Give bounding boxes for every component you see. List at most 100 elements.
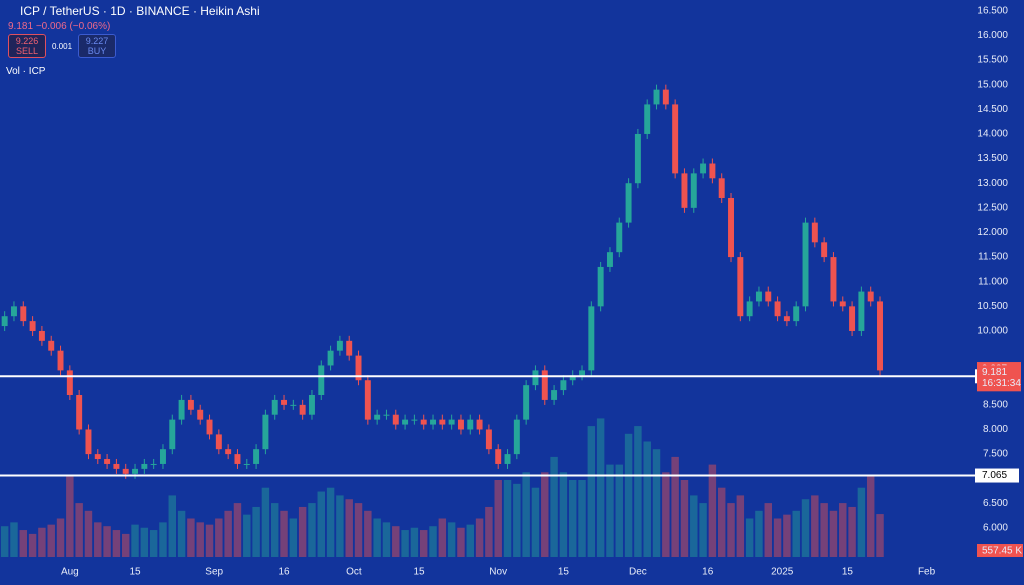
price-tag-bg <box>977 365 1021 392</box>
candle-body <box>262 414 269 450</box>
y-tick-label: 10.500 <box>977 301 1008 312</box>
candle-body <box>38 330 45 341</box>
candle-body <box>318 365 325 396</box>
buy-button[interactable]: 9.227 BUY <box>78 34 117 58</box>
price-line-label: 7.065 <box>982 470 1007 481</box>
volume-bar <box>643 441 651 557</box>
candle-body <box>159 449 166 464</box>
volume-bar <box>634 426 642 557</box>
volume-bar <box>699 503 707 557</box>
candle-body <box>802 222 809 307</box>
volume-bar <box>466 524 474 557</box>
volume-bar <box>662 472 670 557</box>
volume-bar <box>364 510 372 557</box>
candle-body <box>169 419 176 450</box>
candle-body <box>644 104 651 134</box>
candle-body <box>690 173 697 208</box>
volume-bar <box>717 487 726 557</box>
sell-label: SELL <box>15 46 39 56</box>
change: −0.006 (−0.06%) <box>35 21 111 32</box>
volume-bar <box>196 522 204 557</box>
trade-buttons: 9.226 SELL 0.001 9.227 BUY <box>8 34 260 58</box>
candle-body <box>839 301 846 307</box>
candle-body <box>327 350 334 366</box>
volume-bar <box>336 495 344 557</box>
sell-button[interactable]: 9.226 SELL <box>8 34 46 58</box>
candle-body <box>206 419 213 435</box>
sell-price: 9.226 <box>15 36 39 46</box>
candle-body <box>234 454 241 464</box>
volume-bar <box>121 533 130 557</box>
volume-bar <box>848 506 856 557</box>
volume-bar <box>708 464 717 557</box>
volume-bar <box>447 522 456 557</box>
volume-bar <box>485 506 493 557</box>
volume-bar <box>261 487 270 557</box>
candle-body <box>150 463 157 465</box>
candle-body <box>616 222 623 253</box>
candle-body <box>541 370 548 400</box>
volume-bar <box>224 510 232 557</box>
candle-body <box>281 399 288 405</box>
volume-bar <box>326 487 335 557</box>
price-tag: 9.181 <box>982 367 1007 378</box>
candle-body <box>467 419 474 430</box>
volume-bar <box>811 495 819 557</box>
volume-bar <box>19 530 28 557</box>
y-tick-label: 11.000 <box>978 276 1008 287</box>
x-tick-label: Dec <box>629 567 647 578</box>
volume-bar <box>773 518 782 557</box>
y-tick-label: 8.500 <box>983 399 1008 410</box>
price-axis <box>975 0 1024 585</box>
candle-body <box>672 104 679 174</box>
volume-bar <box>727 503 735 557</box>
candle-body <box>532 370 539 386</box>
header: ICP / TetherUS · 1D · BINANCE · Heikin A… <box>6 4 260 77</box>
volume-bar <box>56 518 65 557</box>
candle-body <box>10 306 17 317</box>
candle-body <box>457 419 464 430</box>
candle-body <box>113 463 120 469</box>
x-tick-label: Aug <box>61 567 79 578</box>
y-tick-label: 12.000 <box>977 227 1008 238</box>
y-tick-label: 16.000 <box>977 30 1008 41</box>
volume-bar <box>410 527 419 557</box>
candle-body <box>700 163 707 174</box>
candle-body <box>48 340 55 351</box>
candle-body <box>811 222 818 243</box>
volume-bar <box>755 510 763 557</box>
x-tick-label: 16 <box>702 567 714 578</box>
volume-tag-bg <box>977 544 1023 557</box>
volume-bar <box>28 533 37 557</box>
candle-body <box>504 454 511 464</box>
candle-body <box>849 306 856 331</box>
volume-bar <box>596 418 605 557</box>
candle-body <box>346 340 353 356</box>
candle-body <box>402 419 409 425</box>
candle-body <box>364 380 371 420</box>
volume-bar <box>168 495 177 557</box>
candle-body <box>597 266 604 307</box>
candle-body <box>57 350 64 371</box>
candle-body <box>411 419 418 421</box>
candle-body <box>187 399 194 410</box>
candle-body <box>76 395 83 430</box>
y-tick-label: 12.500 <box>977 202 1008 213</box>
y-tick-label: 6.500 <box>983 498 1008 509</box>
candle-body <box>20 306 27 322</box>
candle-body <box>765 291 772 302</box>
candle-body <box>476 419 483 430</box>
volume-bar <box>783 514 791 557</box>
volume-bar <box>289 518 298 557</box>
candle-body <box>141 463 148 469</box>
candle-body <box>681 173 688 208</box>
y-tick-label: 16.500 <box>977 5 1008 16</box>
volume-bar <box>429 526 437 557</box>
volume-label: Vol · ICP <box>6 66 46 77</box>
x-tick-label: 16 <box>278 567 290 578</box>
candle-body <box>290 404 297 406</box>
candle-body <box>225 449 232 455</box>
y-tick-label: 8.000 <box>983 424 1008 435</box>
volume-bar <box>680 480 689 557</box>
y-tick-label: 11.500 <box>978 252 1008 263</box>
